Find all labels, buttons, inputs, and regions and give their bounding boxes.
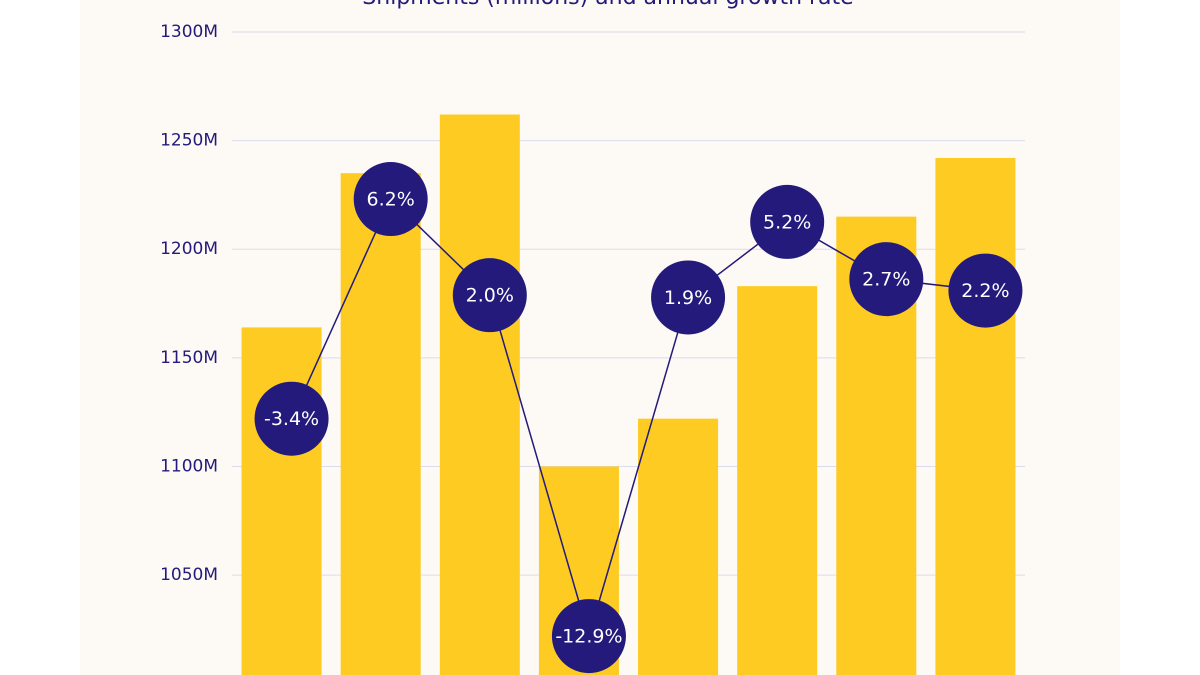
y-tick-label: 1100M — [160, 456, 218, 476]
bar — [439, 114, 520, 675]
growth-label: 2.7% — [862, 269, 910, 291]
growth-marker — [849, 242, 924, 317]
growth-label: 2.2% — [961, 280, 1009, 302]
growth-marker — [948, 253, 1023, 328]
bar — [737, 286, 818, 675]
chart-title: Shipments (millions) and annual growth r… — [362, 0, 853, 10]
growth-marker — [254, 381, 329, 456]
growth-label: 1.9% — [664, 287, 712, 309]
growth-label: -3.4% — [264, 408, 319, 430]
y-tick-label: 1150M — [160, 348, 218, 368]
bar — [638, 418, 719, 675]
y-tick-label: 1250M — [160, 131, 218, 151]
growth-marker — [551, 599, 626, 674]
growth-marker — [750, 184, 825, 259]
y-tick-label: 1050M — [160, 565, 218, 585]
growth-label: 6.2% — [367, 189, 415, 211]
y-tick-label: 1200M — [160, 239, 218, 259]
growth-marker — [353, 162, 428, 237]
growth-label: 5.2% — [763, 211, 811, 233]
growth-label: 2.0% — [466, 285, 514, 307]
growth-label: -12.9% — [555, 626, 622, 648]
y-tick-label: 1300M — [160, 22, 218, 42]
growth-marker — [452, 258, 527, 333]
bar — [935, 157, 1016, 675]
growth-marker — [651, 260, 726, 335]
bar — [340, 173, 421, 675]
